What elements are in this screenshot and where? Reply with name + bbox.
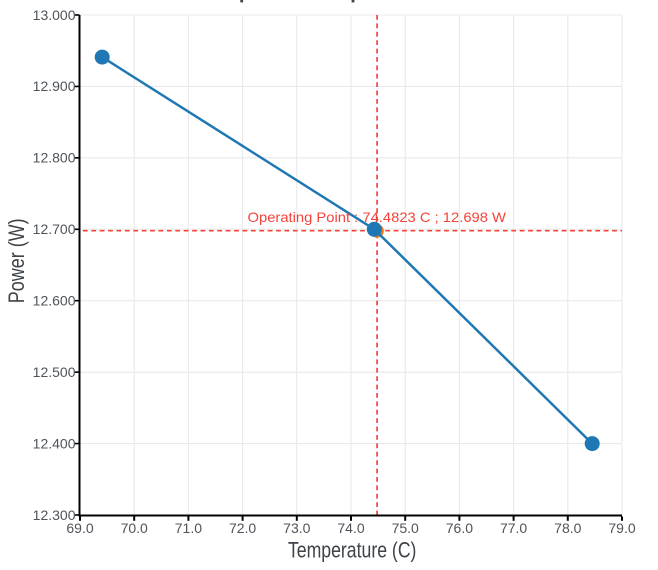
svg-text:12.500: 12.500 xyxy=(33,364,76,380)
svg-text:79.0: 79.0 xyxy=(608,520,635,536)
svg-text:13.000: 13.000 xyxy=(33,7,76,23)
svg-text:Temperature (C): Temperature (C) xyxy=(288,537,417,562)
svg-text:72.0: 72.0 xyxy=(229,520,256,536)
svg-text:12.400: 12.400 xyxy=(33,435,76,451)
svg-text:12.700: 12.700 xyxy=(33,221,76,237)
svg-text:70.0: 70.0 xyxy=(121,520,148,536)
svg-text:71.0: 71.0 xyxy=(175,520,202,536)
svg-text:69.0: 69.0 xyxy=(66,520,93,536)
svg-text:73.0: 73.0 xyxy=(283,520,310,536)
svg-text:12.300: 12.300 xyxy=(33,507,76,523)
svg-text:78.0: 78.0 xyxy=(554,520,581,536)
svg-text:75.0: 75.0 xyxy=(392,520,419,536)
svg-text:12.600: 12.600 xyxy=(33,293,76,309)
svg-text:76.0: 76.0 xyxy=(446,520,473,536)
svg-text:12.900: 12.900 xyxy=(33,78,76,94)
svg-text:Power (W): Power (W) xyxy=(4,218,29,303)
svg-text:Operating Point : 74.4823 C ;: Operating Point : 74.4823 C ; 12.698 W xyxy=(248,209,507,225)
svg-text:77.0: 77.0 xyxy=(500,520,527,536)
svg-text:74.0: 74.0 xyxy=(337,520,364,536)
svg-text:12.800: 12.800 xyxy=(33,150,76,166)
